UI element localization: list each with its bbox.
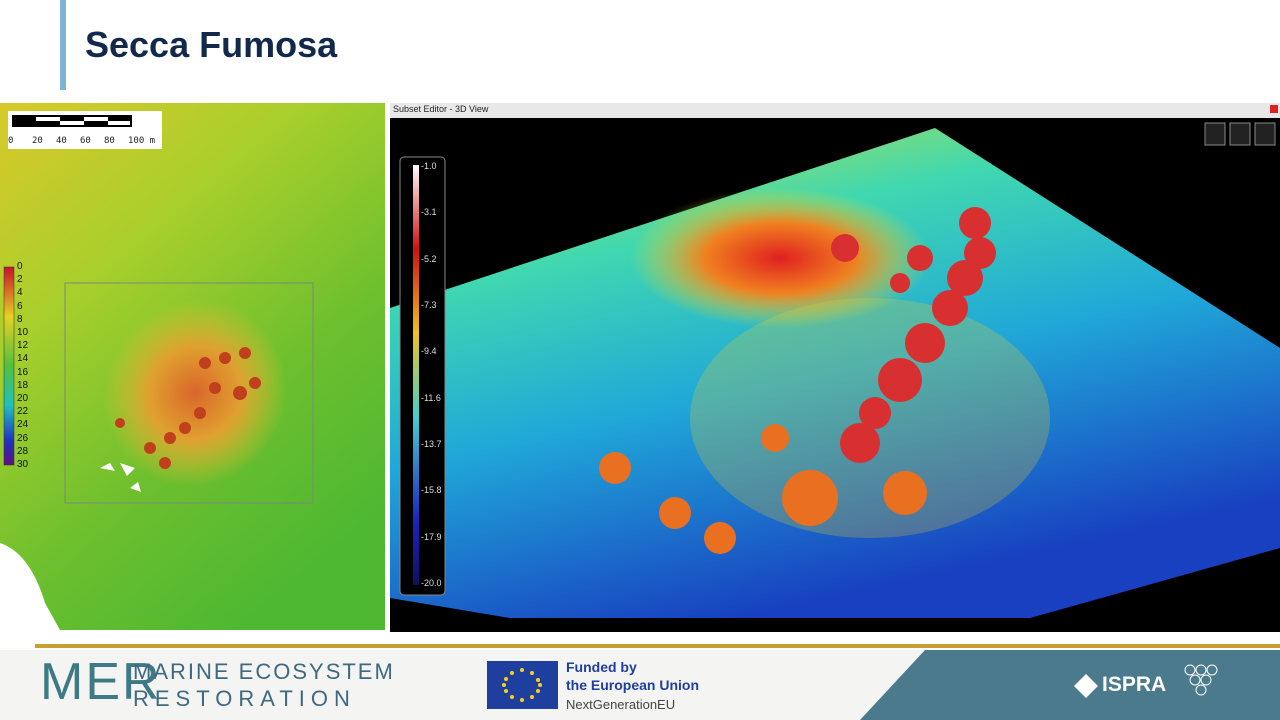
legend-label: -20.0 — [421, 578, 442, 588]
scale-label: 20 — [32, 136, 43, 146]
legend-label: 20 — [17, 393, 29, 404]
legend-label: 14 — [17, 353, 29, 365]
legend-label: 0 — [17, 261, 23, 272]
legend-label: -3.1 — [421, 207, 437, 218]
legend-label: -1.0 — [421, 161, 437, 171]
legend-label: -5.2 — [421, 253, 437, 264]
scale-label: 0 — [8, 136, 14, 146]
legend-label: 22 — [17, 406, 29, 418]
window-title: Subset Editor - 3D View — [393, 104, 489, 114]
legend-label: -13.7 — [421, 439, 442, 449]
funding-text: NextGenerationEU — [566, 697, 676, 712]
scale-label: 80 — [104, 136, 115, 146]
legend-label: 24 — [17, 419, 29, 431]
window-bar: Subset Editor - 3D View — [390, 103, 1280, 118]
legend-label: 26 — [17, 432, 29, 444]
3d-view — [390, 118, 1280, 632]
legend-label: -9.4 — [421, 346, 437, 357]
title-accent — [60, 0, 66, 90]
legend-label: 10 — [17, 327, 29, 338]
footer-rule — [35, 644, 1280, 648]
snpa-logo — [1184, 664, 1218, 696]
close-button[interactable] — [1270, 105, 1278, 113]
slide-title: Secca Fumosa — [85, 24, 338, 65]
partner-logo: ISPRA — [1102, 673, 1167, 696]
legend-label: 16 — [17, 366, 29, 378]
legend-label: -7.3 — [421, 300, 437, 310]
legend-label: 4 — [17, 287, 23, 299]
legend-label: -11.6 — [421, 392, 441, 403]
mer-logo: MER — [40, 653, 162, 711]
legend-label: 12 — [17, 340, 29, 352]
legend-label: -15.8 — [421, 485, 442, 496]
footer-shapes — [487, 650, 1280, 720]
legend-label: 2 — [17, 274, 23, 286]
bathymetry-map — [0, 103, 385, 630]
scale-label: 60 — [80, 136, 91, 146]
legend-label: 6 — [17, 300, 23, 312]
legend-label: -17.9 — [421, 531, 442, 542]
legend-label: 30 — [17, 459, 29, 470]
legend-label: 18 — [17, 379, 29, 391]
project-name: MARINE ECOSYSTEM — [133, 659, 395, 684]
partner-icon — [1074, 674, 1098, 698]
funding-text: Funded by — [566, 659, 637, 675]
scale-label: 100 m — [128, 136, 156, 146]
funding-text: the European Union — [566, 677, 699, 693]
scale-label: 40 — [56, 136, 67, 146]
project-name: RESTORATION — [133, 686, 356, 711]
legend-label: 8 — [17, 313, 23, 325]
legend-label: 28 — [17, 445, 29, 457]
